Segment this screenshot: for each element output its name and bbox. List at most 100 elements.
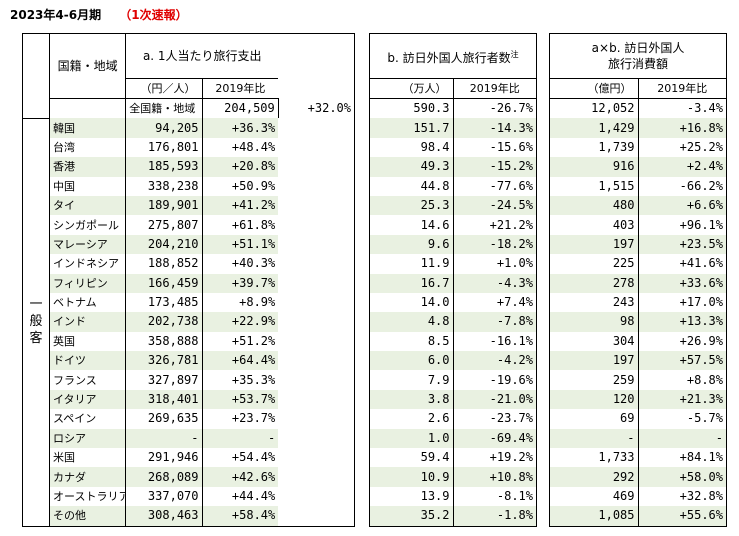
region-name: 中国: [49, 176, 127, 196]
consumption-value: 98: [549, 312, 638, 332]
table-row: 480 +6.6%: [549, 195, 727, 216]
region-name: ロシア: [49, 428, 127, 449]
per-capita-value: 204,509: [224, 101, 275, 116]
visitor-count-ratio: -23.7%: [452, 409, 537, 429]
visitor-count-value: 4.8: [369, 312, 453, 332]
table-row: 10.9 +10.8%: [369, 467, 537, 487]
region-name: オーストラリア: [49, 486, 127, 507]
report-title: 2023年4-6月期 （1次速報）: [10, 6, 188, 23]
table-row: 120 +21.3%: [549, 389, 727, 410]
header-consumption-line2: 旅行消費額: [607, 57, 668, 71]
consumption-ratio: +55.6%: [637, 506, 727, 527]
region-name: 香港: [49, 157, 127, 177]
region-name: シンガポール: [49, 215, 127, 235]
table-row: 11.9 +1.0%: [370, 254, 537, 274]
visitor-count-ratio: -69.4%: [452, 428, 537, 449]
per-capita-value: 358,888: [147, 333, 199, 348]
table-row: 13.9 -8.1%: [370, 486, 537, 507]
visitor-count-ratio: -15.2%: [452, 157, 537, 177]
table-row: 全国籍・地域 204,509 +32.0%: [23, 98, 355, 119]
visitor-count-ratio: +1.0%: [452, 254, 537, 274]
per-capita-ratio: +51.2%: [201, 331, 279, 352]
table-row: 1.0 -69.4%: [369, 428, 537, 449]
consumption-value: 1,739: [598, 139, 635, 154]
header-per-capita: a. 1人当たり旅行支出: [142, 48, 262, 63]
table-row: 中国 338,238 +50.9%: [23, 176, 355, 196]
region-name: 台湾: [49, 137, 127, 158]
consumption-value: 469: [612, 489, 635, 503]
region-name: ドイツ: [49, 351, 127, 371]
region-name: スペイン: [49, 409, 127, 429]
consumption-value: 1,085: [549, 506, 638, 527]
table-row: 14.6 +21.2%: [370, 215, 537, 235]
visitor-count-value: 13.9: [420, 489, 450, 503]
per-capita-ratio: +42.6%: [201, 467, 279, 487]
visitor-count-ratio: -8.1%: [452, 486, 537, 507]
visitor-count-ratio: -21.0%: [452, 389, 537, 410]
table-row: 292 +58.0%: [549, 467, 727, 487]
table-row: ベトナム 173,485 +8.9%: [23, 292, 355, 313]
table-row: その他 308,463 +58.4%: [23, 506, 355, 527]
per-capita-ratio: +54.4%: [201, 448, 279, 468]
visitor-count-value: 9.6: [369, 234, 453, 255]
table-row: 3.8 -21.0%: [369, 389, 537, 410]
region-name: イタリア: [49, 389, 127, 410]
header-b-ratio: 2019年比: [452, 78, 537, 99]
visitor-count-value: 44.8: [420, 178, 450, 193]
header-consumption-line1: a×b. 訪日外国人: [591, 41, 685, 55]
consumption-value: 1,733: [598, 450, 635, 465]
per-capita-value: 337,070: [147, 489, 199, 503]
table-visitor-count: b. 訪日外国人旅行者数注 （万人） 2019年比 590.3 -26.7% 151…: [369, 33, 537, 527]
visitor-count-ratio: -24.5%: [452, 195, 537, 216]
per-capita-ratio: +36.3%: [201, 118, 279, 138]
header-a-unit: （円／人）: [125, 78, 202, 99]
table-row: 259 +8.8%: [550, 370, 727, 390]
header-visitors-label: b. 訪日外国人旅行者数: [387, 50, 511, 65]
consumption-ratio: +23.5%: [637, 234, 727, 255]
consumption-ratio: +57.5%: [637, 351, 727, 371]
visitor-count-value: 49.3: [369, 157, 453, 177]
table-row: 916 +2.4%: [549, 157, 727, 177]
consumption-ratio: +32.8%: [637, 486, 727, 507]
visitor-count-value: 11.9: [420, 256, 450, 271]
visitor-count-value: 590.3: [413, 101, 450, 116]
region-name: 米国: [49, 448, 127, 468]
per-capita-value: 94,205: [125, 118, 202, 138]
table-row: 243 +17.0%: [550, 292, 727, 313]
consumption-ratio: +2.4%: [637, 157, 727, 177]
consumption-ratio: +8.8%: [637, 370, 727, 390]
visitor-count-value: 16.7: [369, 273, 453, 293]
region-name: インドネシア: [49, 254, 127, 274]
visitor-count-value: 3.8: [369, 389, 453, 410]
table-row: 7.9 -19.6%: [370, 370, 537, 390]
table-row: 香港 185,593 +20.8%: [23, 157, 355, 177]
per-capita-value: 166,459: [125, 273, 202, 293]
table-row: 9.6 -18.2%: [369, 234, 537, 255]
table-row: 590.3 -26.7%: [370, 98, 537, 119]
header-visitors-note: 注: [510, 49, 519, 59]
table-row: 197 +57.5%: [549, 351, 727, 371]
table-row: 304 +26.9%: [550, 331, 727, 352]
table-row: 151.7 -14.3%: [369, 118, 537, 138]
visitor-count-value: 6.0: [369, 351, 453, 371]
table-row: オーストラリア 337,070 +44.4%: [23, 486, 355, 507]
per-capita-value: 176,801: [147, 139, 199, 154]
table-row: 米国 291,946 +54.4%: [23, 448, 355, 468]
table-row: イタリア 318,401 +53.7%: [23, 389, 355, 410]
consumption-value: 403: [612, 217, 635, 232]
per-capita-ratio: +35.3%: [201, 370, 279, 390]
visitor-count-ratio: -16.1%: [452, 331, 537, 352]
table-row: 44.8 -77.6%: [370, 176, 537, 196]
consumption-value: 243: [612, 295, 635, 310]
per-capita-ratio: +32.0%: [277, 98, 355, 119]
consumption-ratio: -: [637, 428, 727, 449]
consumption-ratio: +13.3%: [637, 312, 727, 332]
header-b-unit: （万人）: [369, 78, 453, 99]
table-row: シンガポール 275,807 +61.8%: [23, 215, 355, 235]
table-row: 12,052 -3.4%: [550, 98, 727, 119]
table-row: 98 +13.3%: [549, 312, 727, 332]
per-capita-value: 268,089: [125, 467, 202, 487]
report-period: 2023年4-6月期: [10, 8, 102, 22]
per-capita-ratio: +48.4%: [201, 137, 279, 158]
per-capita-value: 308,463: [125, 506, 202, 527]
